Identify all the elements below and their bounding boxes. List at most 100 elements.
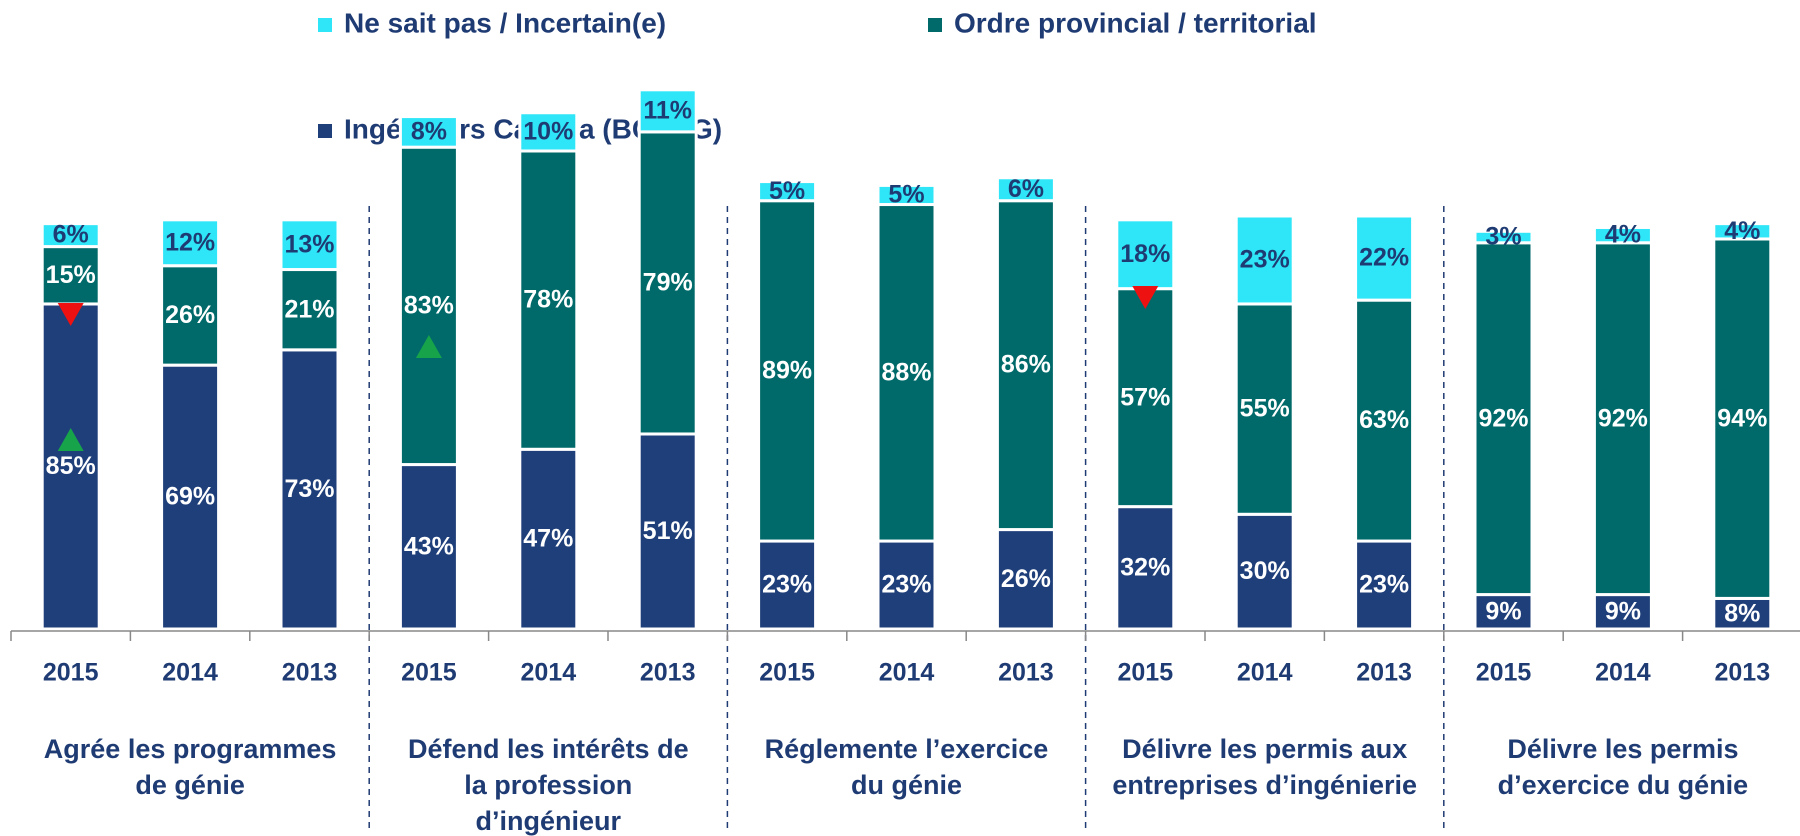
- data-label: 51%: [643, 517, 693, 545]
- bar-segment: [160, 218, 221, 268]
- x-tick-label: 2013: [998, 659, 1054, 687]
- x-tick-label: 2013: [282, 659, 338, 687]
- data-label: 11%: [643, 96, 692, 124]
- data-label: 94%: [1717, 404, 1767, 432]
- data-label: 85%: [46, 452, 96, 480]
- bar-segment: [279, 348, 340, 631]
- data-label: 86%: [1001, 351, 1051, 379]
- data-label: 26%: [1001, 565, 1051, 593]
- data-label: 21%: [284, 295, 334, 323]
- data-label: 73%: [284, 475, 334, 503]
- bar-segment: [1115, 287, 1176, 509]
- data-label: 9%: [1485, 597, 1521, 625]
- data-label: 43%: [404, 532, 454, 560]
- legend-swatch: [318, 18, 332, 32]
- legend-label: Ordre provincial / territorial: [954, 7, 1317, 38]
- data-label: 88%: [881, 358, 931, 386]
- data-label: 10%: [523, 117, 573, 145]
- group-label: de génie: [135, 770, 245, 800]
- data-label: 5%: [888, 181, 924, 209]
- data-label: 6%: [53, 221, 89, 249]
- bar-segment: [995, 176, 1056, 203]
- data-label: 23%: [881, 571, 931, 599]
- data-label: 3%: [1485, 223, 1521, 251]
- data-label: 78%: [523, 286, 573, 314]
- data-label: 69%: [165, 483, 215, 511]
- data-label: 92%: [1598, 404, 1648, 432]
- bar-segment: [1712, 237, 1773, 600]
- data-label: 4%: [1724, 217, 1760, 245]
- data-label: 47%: [523, 525, 573, 553]
- group-label: la profession: [464, 770, 632, 800]
- data-label: 23%: [1240, 246, 1290, 274]
- data-label: 13%: [284, 230, 334, 258]
- x-tick-label: 2014: [162, 659, 218, 687]
- data-label: 18%: [1120, 240, 1170, 268]
- bar-segment: [398, 115, 459, 149]
- data-label: 8%: [1724, 599, 1760, 627]
- x-tick-label: 2014: [1237, 659, 1293, 687]
- bar-segment: [1592, 225, 1653, 245]
- significance-arrow: [57, 303, 84, 326]
- data-label: 92%: [1478, 404, 1528, 432]
- bar-segment: [1473, 593, 1534, 631]
- bar-segment: [1115, 505, 1176, 631]
- group-label: Agrée les programmes: [44, 734, 337, 764]
- bar-segment: [1592, 241, 1653, 597]
- data-label: 30%: [1240, 557, 1290, 585]
- data-label: 23%: [1359, 571, 1409, 599]
- x-tick-label: 2014: [520, 659, 576, 687]
- bar-segment: [1354, 298, 1415, 543]
- data-label: 83%: [404, 291, 454, 319]
- x-tick-label: 2014: [1595, 659, 1651, 687]
- data-label: 6%: [1008, 175, 1044, 203]
- bar-segment: [1473, 241, 1534, 597]
- data-label: 22%: [1359, 244, 1409, 272]
- x-tick-label: 2014: [879, 659, 935, 687]
- bar-segment: [1712, 222, 1773, 241]
- bar-segment: [1234, 512, 1295, 631]
- x-tick-label: 2013: [1356, 659, 1412, 687]
- significance-arrow: [57, 428, 84, 451]
- bar-segment: [518, 149, 579, 451]
- bar-segment: [995, 528, 1056, 631]
- data-label: 79%: [643, 269, 693, 297]
- group-label: du génie: [851, 770, 962, 800]
- group-label: Délivre les permis: [1507, 734, 1738, 764]
- x-tick-label: 2015: [759, 659, 815, 687]
- bar-segment: [637, 88, 698, 134]
- bar-segment: [876, 183, 937, 207]
- bar-segment: [1234, 214, 1295, 306]
- bar-segment: [1354, 539, 1415, 631]
- legend-swatch: [928, 18, 942, 32]
- data-label: 15%: [46, 261, 96, 289]
- legend-swatch: [318, 124, 332, 138]
- group-label: entreprises d’ingénierie: [1112, 770, 1417, 800]
- x-tick-label: 2015: [401, 659, 457, 687]
- bar-segment: [1712, 596, 1773, 631]
- bar-segment: [1354, 214, 1415, 302]
- group-label: d’ingénieur: [476, 806, 622, 836]
- x-tick-label: 2015: [1117, 659, 1173, 687]
- legend-label: Ne sait pas / Incertain(e): [344, 7, 666, 38]
- bar-segment: [279, 268, 340, 352]
- bar-segment: [40, 302, 101, 631]
- significance-arrow: [415, 335, 442, 358]
- bar-segment: [1473, 229, 1534, 245]
- group-label: d’exercice du génie: [1498, 770, 1749, 800]
- bar-segment: [160, 363, 221, 631]
- bar-segment: [637, 432, 698, 631]
- data-label: 23%: [762, 571, 812, 599]
- data-label: 26%: [165, 301, 215, 329]
- bar-segment: [279, 218, 340, 272]
- data-label: 9%: [1605, 597, 1641, 625]
- data-label: 32%: [1120, 553, 1170, 581]
- data-label: 89%: [762, 356, 812, 384]
- x-tick-label: 2013: [1714, 659, 1770, 687]
- x-tick-label: 2015: [1476, 659, 1532, 687]
- data-label: 8%: [411, 117, 447, 145]
- bar-segment: [757, 539, 818, 631]
- group-label: Délivre les permis aux: [1122, 734, 1407, 764]
- data-label: 57%: [1120, 383, 1170, 411]
